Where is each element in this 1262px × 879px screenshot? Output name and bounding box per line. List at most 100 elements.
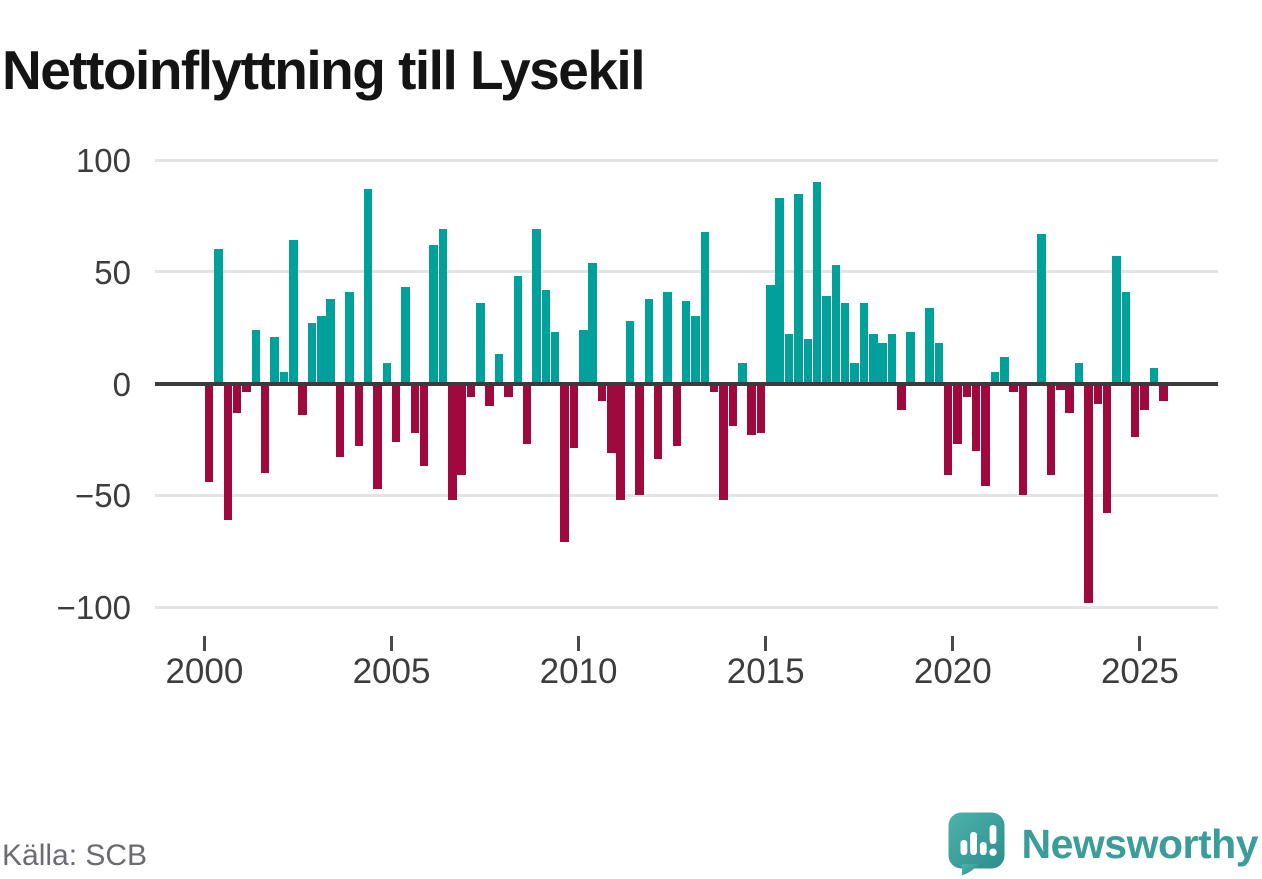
bar-2007Q4 [494, 354, 504, 384]
bar-2008Q2 [513, 276, 523, 384]
bar-2011Q4 [644, 298, 653, 384]
bar-2014Q2 [738, 363, 747, 384]
bar-2008Q1 [504, 383, 513, 397]
brand-logo[interactable]: Newsworthy [948, 812, 1258, 876]
bar-2018Q2 [887, 334, 897, 384]
plot-area [155, 158, 1218, 609]
bar-2001Q1 [242, 383, 251, 393]
bar-2013Q1 [691, 316, 700, 384]
bar-2005Q1 [391, 383, 401, 442]
bar-2011Q1 [616, 383, 625, 500]
page-title: Nettoinflyttning till Lysekil [2, 38, 646, 101]
bar-2014Q4 [756, 383, 766, 433]
bar-2007Q1 [466, 383, 476, 397]
bar-2010Q1 [579, 329, 588, 384]
bar-2005Q2 [401, 287, 410, 384]
x-axis-tick-2020 [951, 636, 955, 651]
bar-2010Q2 [588, 262, 597, 384]
bar-2013Q4 [719, 383, 728, 500]
bar-2003Q4 [345, 291, 354, 384]
bar-2016Q1 [803, 338, 813, 384]
bar-2024Q3 [1121, 291, 1131, 384]
bar-2006Q3 [448, 383, 457, 500]
bar-2000Q4 [232, 383, 242, 413]
bar-2012Q3 [672, 383, 682, 447]
bar-2016Q4 [831, 265, 841, 384]
bar-2005Q3 [410, 383, 420, 433]
bar-2002Q2 [289, 240, 298, 384]
bar-2025Q1 [1140, 383, 1149, 411]
bar-2000Q3 [223, 383, 233, 520]
bar-2006Q4 [457, 383, 466, 476]
bar-2011Q3 [635, 383, 644, 496]
bar-2021Q3 [1009, 383, 1018, 393]
bar-2010Q4 [607, 383, 616, 453]
bar-2019Q3 [934, 343, 944, 384]
bar-2019Q4 [943, 383, 953, 476]
bar-2004Q4 [382, 363, 392, 384]
bar-2013Q2 [700, 231, 710, 384]
x-axis-tick-2000 [202, 636, 206, 651]
bar-2001Q2 [251, 329, 261, 384]
x-axis-tick-2010 [577, 636, 581, 651]
bar-2017Q2 [850, 363, 859, 384]
bar-2010Q3 [597, 383, 607, 402]
bar-2001Q3 [260, 383, 270, 473]
bar-2011Q2 [625, 320, 635, 384]
bar-2021Q2 [1000, 356, 1009, 384]
x-axis-label-2025: 2025 [1100, 652, 1179, 691]
bar-2018Q1 [878, 343, 887, 384]
bar-2009Q4 [569, 383, 579, 449]
x-axis-label-2020: 2020 [913, 652, 992, 691]
bar-2020Q3 [971, 383, 981, 451]
bar-2022Q3 [1046, 383, 1056, 476]
bar-2000Q1 [204, 383, 214, 482]
bar-2018Q4 [906, 332, 915, 384]
bar-2024Q1 [1102, 383, 1112, 514]
source-note: Källa: SCB [2, 839, 148, 872]
bar-2024Q4 [1130, 383, 1140, 438]
bar-2012Q4 [681, 300, 691, 384]
gridline--100 [155, 605, 1218, 609]
bar-2012Q1 [653, 383, 663, 460]
bar-2001Q4 [270, 336, 279, 384]
bar-2003Q1 [317, 316, 326, 384]
bar-2005Q4 [419, 383, 429, 467]
bar-2021Q1 [990, 372, 1000, 384]
bar-2016Q2 [812, 182, 822, 384]
bar-2020Q1 [953, 383, 962, 444]
gridline-0 [155, 381, 1218, 386]
bar-2017Q3 [859, 303, 869, 384]
bar-2024Q2 [1112, 256, 1121, 384]
bar-2020Q2 [962, 383, 972, 397]
bar-2008Q4 [532, 229, 541, 384]
bar-2002Q3 [298, 383, 307, 415]
gridline-50 [155, 270, 1218, 274]
bar-2009Q3 [560, 383, 569, 543]
bar-2004Q2 [363, 189, 373, 384]
bar-2017Q4 [869, 334, 878, 384]
bar-2023Q4 [1093, 383, 1103, 404]
bar-2017Q1 [840, 303, 850, 384]
newsworthy-chart-bubble-icon [948, 812, 1009, 876]
bar-2023Q1 [1065, 383, 1074, 413]
bar-2000Q2 [214, 249, 223, 384]
bar-2025Q2 [1149, 367, 1159, 384]
x-axis-label-2015: 2015 [726, 652, 805, 691]
bar-2006Q2 [438, 229, 448, 384]
bar-2012Q2 [663, 291, 672, 384]
bar-2013Q3 [709, 383, 719, 393]
bar-2004Q1 [354, 383, 363, 447]
bar-2022Q4 [1056, 383, 1065, 391]
x-axis-label-2000: 2000 [165, 652, 244, 691]
bar-2022Q2 [1037, 233, 1046, 384]
y-axis-label-0: 0 [112, 365, 131, 403]
bar-2015Q4 [794, 193, 803, 384]
bar-2020Q4 [981, 383, 990, 487]
bar-2004Q3 [373, 383, 382, 489]
bar-2006Q1 [429, 244, 438, 384]
bar-2009Q2 [550, 332, 560, 384]
bar-2023Q2 [1074, 363, 1084, 384]
x-axis-tick-2005 [390, 636, 393, 651]
